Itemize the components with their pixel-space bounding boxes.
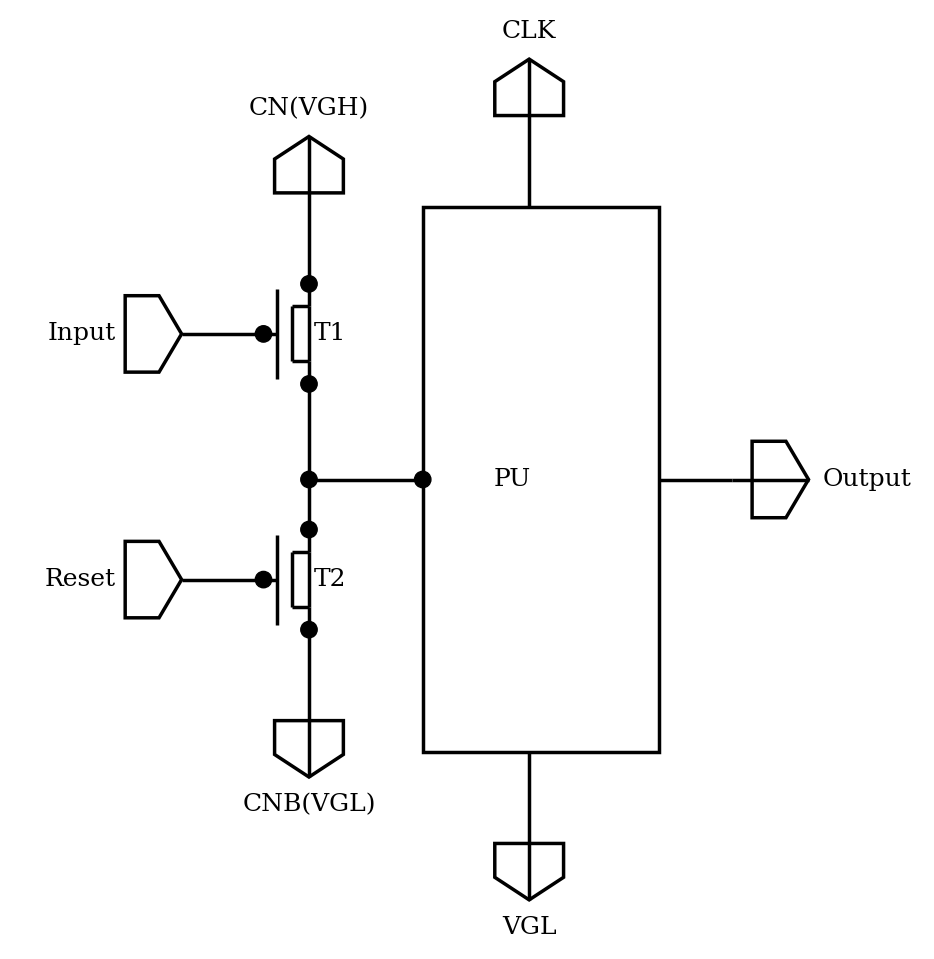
Circle shape — [415, 471, 431, 488]
Text: CLK: CLK — [502, 20, 557, 43]
Text: Input: Input — [48, 322, 116, 345]
Circle shape — [301, 621, 318, 638]
Text: CN(VGH): CN(VGH) — [248, 97, 369, 120]
Circle shape — [301, 522, 318, 538]
Text: VGL: VGL — [502, 916, 557, 939]
Bar — [423, 206, 659, 753]
Text: CNB(VGL): CNB(VGL) — [242, 793, 375, 816]
Text: Output: Output — [822, 468, 911, 491]
Circle shape — [301, 471, 318, 488]
Circle shape — [255, 572, 272, 588]
Circle shape — [255, 326, 272, 342]
Text: PU: PU — [494, 468, 531, 491]
Text: T2: T2 — [314, 568, 346, 591]
Text: Reset: Reset — [45, 568, 116, 591]
Circle shape — [301, 376, 318, 392]
Circle shape — [301, 275, 318, 292]
Text: T1: T1 — [314, 322, 346, 345]
